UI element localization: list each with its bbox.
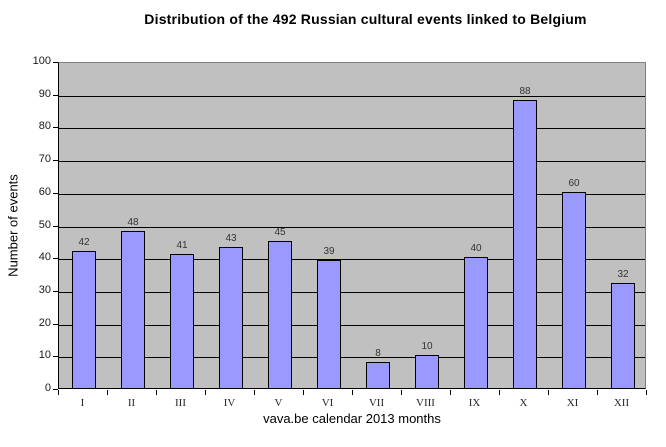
gridline-20 [59,324,645,326]
bar-value-label-IX: 40 [470,243,482,254]
bar-VI [317,260,341,388]
y-axis-tick [53,323,58,325]
bar-XI [562,192,586,388]
y-tick-label-80: 80 [38,120,51,133]
x-axis-tick [58,390,59,395]
y-axis-tick [53,356,58,358]
gridline-10 [59,357,645,359]
gridline-40 [59,259,645,261]
y-tick-label-20: 20 [38,316,51,329]
bar-value-label-VI: 39 [323,246,335,257]
bar-value-label-VIII: 10 [421,341,433,352]
x-category-label-III: III [175,397,186,409]
bar-VII [366,362,390,388]
x-axis-tick [548,390,549,395]
plot-area: 42 48 41 43 45 39 8 10 40 88 60 32 [58,62,646,389]
x-category-label-XI: XI [566,397,579,409]
gridline-50 [59,226,645,228]
gridline-70 [59,161,645,163]
x-category-label-X: X [519,397,528,409]
bar-VIII [415,355,439,388]
y-axis-tick [53,290,58,292]
y-tick-label-70: 70 [38,153,51,166]
bar-IV [219,247,243,388]
y-tick-label-60: 60 [38,185,51,198]
bar-X [513,100,537,388]
y-tick-label-90: 90 [38,87,51,100]
x-axis-tick [254,390,255,395]
y-tick-label-30: 30 [38,283,51,296]
bar-value-label-IV: 43 [225,233,237,244]
y-tick-label-50: 50 [38,218,51,231]
x-category-label-IX: IX [468,397,481,409]
bar-IX [464,257,488,388]
x-axis-tick [107,390,108,395]
x-category-label-V: V [274,397,283,409]
y-axis-tick [53,160,58,162]
bar-value-label-VII: 8 [375,348,381,359]
x-category-label-VI: VI [321,397,334,409]
y-tick-label-0: 0 [44,382,51,394]
x-axis-tick [499,390,500,395]
y-axis-tick [53,192,58,194]
bar-value-label-X: 88 [519,86,531,97]
y-tick-label-10: 10 [38,349,51,362]
bar-value-label-II: 48 [127,217,139,228]
bar-V [268,241,292,388]
x-axis-tick [352,390,353,395]
x-category-label-VII: VII [368,397,385,409]
x-axis-tick [205,390,206,395]
x-axis-tick [401,390,402,395]
x-category-label-VIII: VIII [416,397,435,409]
y-axis-tick [53,62,58,63]
x-axis-tick [303,390,304,395]
y-tick-label-40: 40 [38,251,51,264]
x-axis-tick [450,390,451,395]
x-category-label-IV: IV [223,397,236,409]
bar-I [72,251,96,388]
x-axis-title: vava.be calendar 2013 months [263,411,441,426]
bar-value-label-III: 41 [176,240,188,251]
y-axis-tick [53,127,58,129]
y-axis-tick [53,389,58,390]
y-tick-label-100: 100 [32,55,51,67]
gridline-30 [59,291,645,293]
x-category-label-I: I [80,397,85,409]
y-axis-tick [53,94,58,96]
y-axis-tick [53,258,58,260]
gridline-90 [59,95,645,97]
bar-XII [611,283,635,388]
bar-value-label-XII: 32 [617,269,629,280]
bar-value-label-I: 42 [78,237,90,248]
gridline-60 [59,193,645,195]
gridline-80 [59,128,645,130]
x-axis-tick [646,390,647,395]
bar-value-label-V: 45 [274,227,286,238]
x-category-label-XII: XII [613,397,630,409]
x-axis-tick [597,390,598,395]
chart-title: Distribution of the 492 Russian cultural… [144,11,587,27]
bar-III [170,254,194,388]
bar-II [121,231,145,388]
x-axis-tick [156,390,157,395]
y-axis-tick [53,225,58,227]
x-category-label-II: II [127,397,136,409]
bar-value-label-XI: 60 [568,178,580,189]
